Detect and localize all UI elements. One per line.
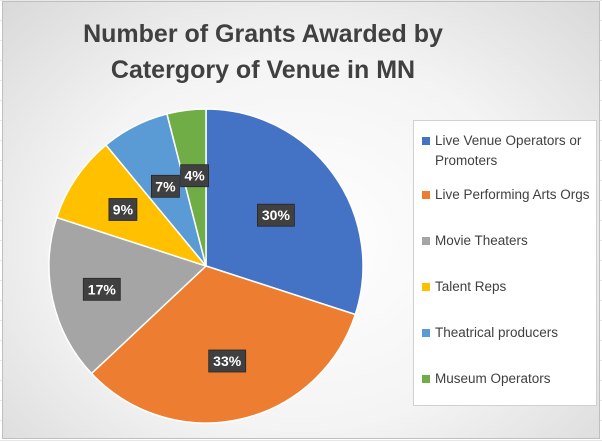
data-label-text: 33% — [213, 353, 242, 369]
legend-label: Museum Operators — [435, 369, 551, 389]
data-label-box — [208, 349, 247, 373]
legend-swatch — [422, 375, 430, 383]
legend-swatch — [422, 191, 430, 199]
legend-swatch — [422, 137, 430, 145]
legend-label: Talent Reps — [435, 277, 506, 297]
pie-slice-6[interactable] — [166, 108, 207, 267]
data-label-3: 17% — [82, 277, 121, 301]
pie-plot: 30% 33% 17% 9% 7% 4% — [48, 108, 364, 424]
pie-slice-2[interactable] — [90, 265, 357, 424]
legend-swatch — [422, 237, 430, 245]
legend-label-line: Museum Operators — [435, 371, 551, 386]
pie-data-labels: 30% 33% 17% 9% 7% 4% — [82, 164, 295, 373]
data-label-1: 30% — [256, 203, 295, 227]
data-label-text: 30% — [262, 207, 291, 223]
legend-item-5[interactable]: Theatrical producers — [422, 323, 596, 343]
legend-label-line: Theatrical producers — [435, 325, 559, 340]
pie-slices — [48, 108, 364, 424]
legend-swatch — [422, 329, 430, 337]
data-label-box — [82, 277, 121, 301]
data-label-box — [256, 203, 295, 227]
legend-item-2[interactable]: Live Performing Arts Orgs — [422, 185, 596, 205]
chart-title-line-2: Catergory of Venue in MN — [110, 56, 416, 84]
legend-item-1[interactable]: Live Venue Operators or Promoters — [422, 131, 596, 171]
data-label-4: 9% — [108, 198, 138, 221]
data-label-text: 4% — [184, 168, 205, 184]
legend-item-4[interactable]: Talent Reps — [422, 277, 596, 297]
data-label-6: 4% — [180, 164, 210, 188]
data-label-5: 7% — [150, 174, 180, 198]
legend-label-line: Live Venue Operators or — [435, 133, 582, 148]
data-label-text: 17% — [88, 281, 117, 297]
data-label-text: 7% — [155, 178, 176, 194]
data-label-box — [180, 164, 210, 188]
data-label-box — [150, 174, 180, 198]
chart-title: Number of Grants Awarded by Catergory of… — [63, 16, 463, 88]
legend[interactable]: Live Venue Operators or Promoters Live Per… — [413, 120, 597, 406]
legend-label: Live Performing Arts Orgs — [435, 185, 590, 205]
legend-label-line: Live Performing Arts Orgs — [435, 187, 590, 202]
data-label-2: 33% — [208, 349, 247, 373]
chart-title-line-1: Number of Grants Awarded by — [83, 20, 443, 48]
legend-swatch — [422, 283, 430, 291]
data-label-box — [108, 198, 138, 221]
legend-item-6[interactable]: Museum Operators — [422, 369, 596, 389]
data-label-text: 9% — [113, 202, 134, 218]
legend-label: Live Venue Operators or Promoters — [435, 131, 581, 171]
legend-label: Movie Theaters — [435, 231, 528, 251]
legend-label-line: Talent Reps — [435, 279, 507, 294]
legend-label: Theatrical producers — [435, 323, 558, 343]
legend-item-3[interactable]: Movie Theaters — [422, 231, 596, 251]
legend-label-line: Promoters — [435, 153, 498, 168]
pie-slice-3[interactable] — [48, 216, 208, 375]
legend-label-line: Movie Theaters — [435, 233, 528, 248]
